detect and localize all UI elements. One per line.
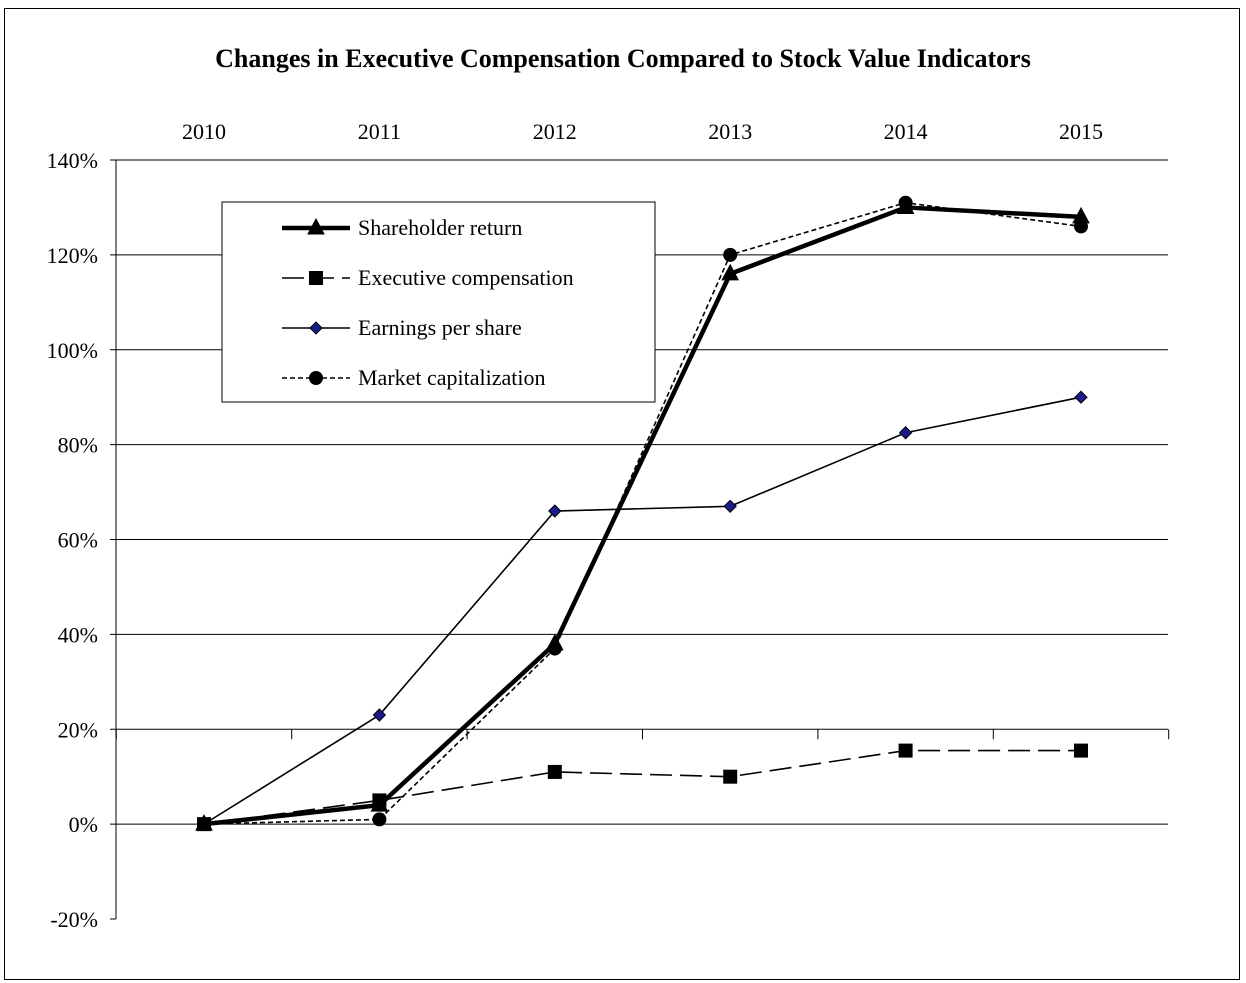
data-point <box>1074 743 1088 758</box>
data-point <box>723 769 738 784</box>
data-point <box>197 817 211 832</box>
data-point <box>723 499 737 514</box>
series-markers <box>195 195 1090 832</box>
y-tick-label: 140% <box>47 148 98 173</box>
legend-label: Earnings per share <box>358 315 522 340</box>
data-point <box>372 812 387 827</box>
series-line <box>203 396 1082 825</box>
y-tick-label: 40% <box>58 622 98 647</box>
series-line <box>203 201 1082 825</box>
data-point <box>1074 219 1088 234</box>
data-point <box>898 743 913 758</box>
x-tick-label: 2014 <box>884 119 928 144</box>
data-point <box>372 708 387 722</box>
x-tick-label: 2012 <box>533 119 577 144</box>
x-tick-label: 2011 <box>358 119 401 144</box>
series-lines <box>203 201 1082 827</box>
y-tick-label: 120% <box>47 243 98 268</box>
chart-title: Changes in Executive Compensation Compar… <box>215 44 1031 73</box>
data-point <box>898 426 913 440</box>
legend-label: Shareholder return <box>358 215 522 240</box>
data-point <box>723 247 738 262</box>
y-tick-label: 80% <box>58 433 98 458</box>
data-point <box>372 793 387 808</box>
data-point <box>548 504 562 518</box>
legend-marker <box>309 321 323 335</box>
data-point <box>898 195 913 210</box>
y-tick-label: 60% <box>58 528 98 553</box>
y-tick-label: 0% <box>69 812 98 837</box>
x-axis-tick-labels: 2010 2011 2012 2013 2014 2015 <box>182 119 1103 144</box>
legend-marker <box>309 271 323 285</box>
axes <box>110 159 1170 920</box>
x-tick-label: 2010 <box>182 119 226 144</box>
y-tick-label: 20% <box>58 717 98 742</box>
x-tick-label: 2013 <box>708 119 752 144</box>
legend-marker <box>309 371 323 385</box>
legend-label: Executive compensation <box>358 265 574 290</box>
legend-marker <box>307 217 325 235</box>
data-point <box>721 263 740 281</box>
data-point <box>1074 390 1088 404</box>
series-line <box>203 205 1082 827</box>
data-point <box>547 764 562 779</box>
legend-box <box>221 201 656 403</box>
y-tick-label: 100% <box>47 338 98 363</box>
y-tick-label: -20% <box>50 907 98 932</box>
y-axis-tick-labels: 140% 120% 100% 80% 60% 40% 20% 0% -20% <box>47 148 98 932</box>
data-point <box>547 641 562 656</box>
legend: Shareholder return Executive compensation… <box>221 201 656 403</box>
series-line <box>203 749 1081 825</box>
x-tick-label: 2015 <box>1059 119 1103 144</box>
legend-label: Market capitalization <box>358 365 546 390</box>
